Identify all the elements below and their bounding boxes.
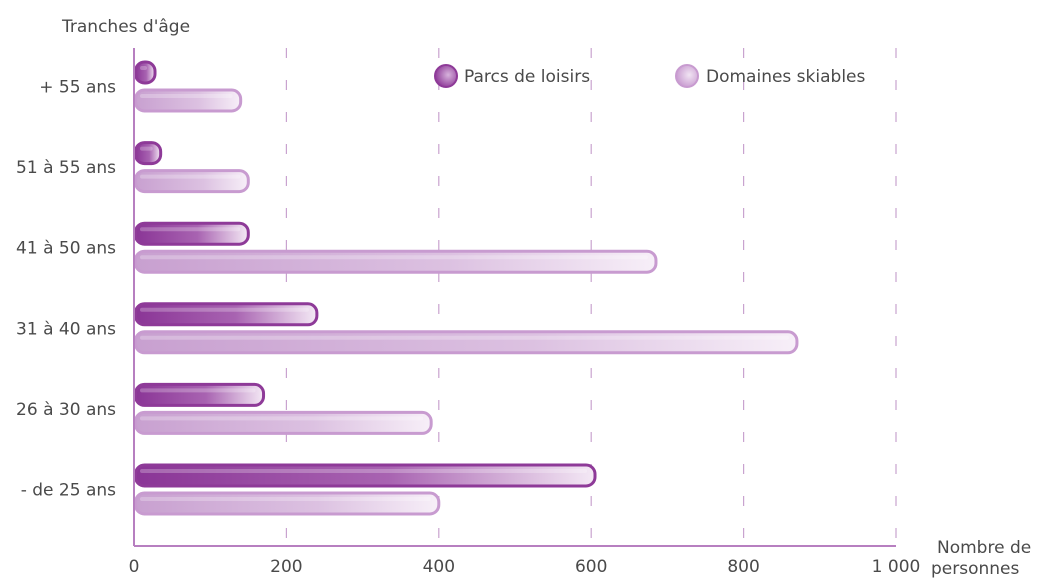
category-label: - de 25 ans: [21, 481, 116, 501]
bar: [134, 249, 658, 274]
bar-highlight: [140, 94, 233, 98]
category-label: 26 à 30 ans: [16, 400, 116, 420]
bar-highlight: [140, 146, 153, 151]
bar-highlight: [140, 227, 241, 232]
bar: [134, 463, 597, 488]
category-label: 31 à 40 ans: [16, 319, 116, 339]
x-tick-label: 0: [129, 557, 140, 577]
bar-highlight: [140, 335, 789, 340]
bar-highlight: [140, 307, 309, 312]
legend-label-domaines: Domaines skiables: [706, 67, 866, 87]
bar: [134, 302, 319, 327]
bar: [134, 410, 433, 435]
bar-highlight: [140, 255, 648, 260]
legend-swatch-domaines: [675, 64, 699, 88]
legend-swatch-parcs: [434, 64, 458, 88]
category-label: 51 à 55 ans: [16, 158, 116, 178]
x-tick-labels: 0 200 400 600 800 1 000: [129, 557, 921, 577]
category-labels: + 55 ans 51 à 55 ans 41 à 50 ans 31 à 40 an…: [16, 78, 116, 501]
x-tick-label: 800: [727, 557, 759, 577]
bar: [134, 382, 266, 407]
legend-label-parcs: Parcs de loisirs: [464, 67, 590, 87]
bars: [134, 60, 799, 516]
x-axis-title-line2: personnes: [931, 559, 1020, 578]
bar: [134, 169, 250, 194]
x-tick-label: 400: [423, 557, 455, 577]
bar: [134, 221, 250, 246]
bar-highlight: [140, 416, 424, 421]
x-tick-label: 1 000: [872, 557, 921, 577]
category-label: + 55 ans: [39, 78, 116, 98]
bar-highlight: [140, 388, 256, 393]
bar-highlight: [140, 66, 147, 70]
bar-highlight: [140, 497, 431, 501]
y-axis-title: Tranches d'âge: [61, 17, 190, 37]
x-tick-label: 600: [575, 557, 607, 577]
bar: [134, 88, 243, 113]
category-label: 41 à 50 ans: [16, 239, 116, 259]
bar: [134, 141, 163, 166]
x-tick-label: 200: [270, 557, 302, 577]
x-axis-title-line1: Nombre de: [937, 538, 1031, 558]
bar: [134, 60, 157, 85]
bar-highlight: [140, 174, 241, 179]
bar-highlight: [140, 469, 588, 473]
legend: Parcs de loisirs Domaines skiables: [434, 64, 866, 88]
bar: [134, 330, 799, 355]
bar: [134, 491, 441, 516]
